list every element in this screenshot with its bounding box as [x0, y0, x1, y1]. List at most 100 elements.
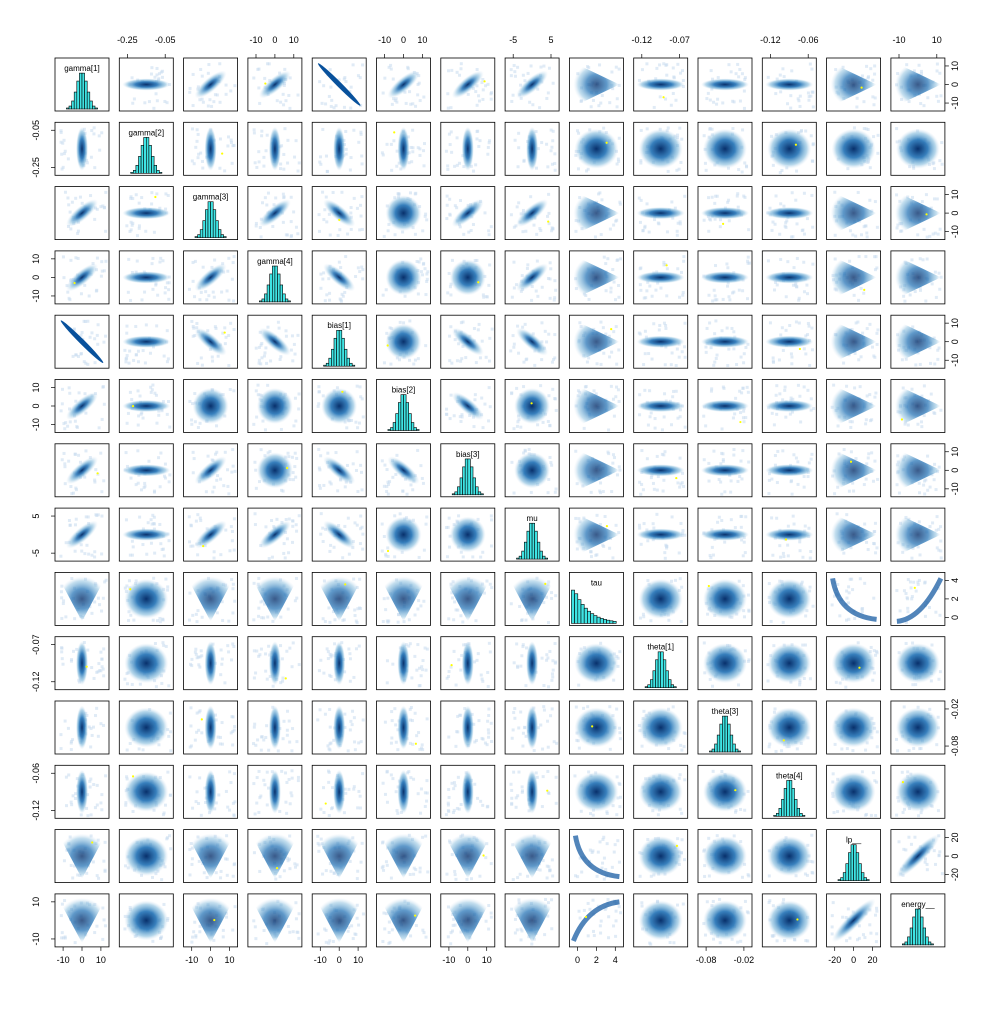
panel-frame — [569, 250, 624, 305]
panel-frame — [633, 764, 689, 819]
panel-frame — [826, 314, 881, 369]
panel-frame — [697, 764, 753, 819]
histogram-bar — [786, 780, 790, 817]
panel-frame — [247, 829, 303, 883]
panel-frame — [569, 764, 624, 819]
scatter-panel-bias-1-vs-gamma-3 — [183, 314, 239, 369]
tick-label: -10 — [314, 955, 327, 965]
histogram-panel-gamma-2: gamma[2] — [118, 121, 174, 176]
tick-label: -0.05 — [31, 120, 41, 141]
histogram-bar — [151, 156, 155, 174]
panel-frame — [633, 893, 689, 948]
panel-frame — [633, 57, 689, 112]
scatter-panel-bias-2-vs-theta-4 — [761, 379, 817, 433]
histogram-bar — [271, 265, 276, 303]
tick-label: -10 — [950, 354, 960, 367]
scatter-panel-theta-4-vs-bias-3 — [440, 764, 496, 819]
panel-frame — [633, 572, 689, 626]
scatter-panel-theta-4-vs-lp — [826, 764, 881, 819]
divergent-point — [202, 545, 205, 548]
divergent-point — [131, 404, 135, 408]
tick-label: 0 — [950, 339, 960, 344]
scatter-panel-lp-vs-tau — [569, 829, 624, 883]
divergent-point — [546, 789, 549, 792]
panel-frame — [697, 250, 753, 305]
panel-frame — [118, 829, 174, 883]
variable-label: gamma[1] — [64, 64, 100, 73]
scatter-panel-gamma-1-vs-lp — [826, 57, 881, 112]
tick-label: -5 — [509, 35, 517, 45]
divergent-point — [675, 844, 679, 847]
histogram-bar — [140, 145, 145, 174]
histogram-bar — [266, 284, 271, 303]
panel-frame — [890, 636, 946, 691]
histogram-bar — [459, 477, 463, 496]
tick-label: 10 — [353, 955, 363, 965]
histogram-bar — [791, 788, 795, 817]
histogram-bar — [665, 670, 669, 689]
scatter-panel-theta-3-vs-bias-1 — [311, 700, 367, 755]
divergent-point — [665, 264, 668, 267]
histogram-bar — [467, 458, 471, 496]
variable-label: bias[2] — [392, 386, 416, 395]
panel-frame — [890, 700, 946, 755]
panel-frame — [54, 507, 110, 562]
scatter-panel-theta-4-vs-mu — [504, 764, 560, 819]
panel-frame — [54, 121, 110, 176]
histogram-bar — [76, 80, 80, 110]
tick-label: 0 — [575, 955, 580, 965]
divergent-point — [849, 460, 853, 463]
histogram-bar — [344, 348, 348, 367]
divergent-point — [544, 582, 547, 585]
scatter-panel-theta-1-vs-mu — [504, 636, 560, 691]
panel-frame — [118, 314, 174, 369]
tick-label: -10 — [57, 955, 70, 965]
scatter-panel-lp-vs-gamma-1 — [54, 829, 110, 883]
panel-frame — [311, 700, 367, 755]
scatter-panel-gamma-3-vs-tau — [569, 186, 624, 241]
panel-frame — [569, 379, 624, 433]
scatter-panel-mu-vs-energy — [890, 507, 946, 562]
histogram-bar — [331, 348, 335, 367]
divergent-point — [605, 141, 608, 144]
panel-frame — [697, 636, 753, 691]
panel-frame — [376, 443, 431, 498]
panel-frame — [569, 121, 624, 176]
scatter-panel-gamma-3-vs-bias-1 — [311, 186, 367, 241]
panel-frame — [247, 636, 303, 691]
histogram-bar — [135, 164, 139, 174]
scatter-panel-mu-vs-theta-1 — [633, 507, 689, 562]
scatter-panel-mu-vs-theta-3 — [697, 507, 753, 562]
histogram-bar — [670, 684, 674, 688]
scatter-panel-lp-vs-energy — [890, 829, 946, 883]
scatter-panel-gamma-4-vs-bias-1 — [311, 250, 367, 305]
scatter-panel-bias-1-vs-bias-2 — [376, 314, 431, 369]
panel-frame — [761, 764, 817, 819]
scatter-panel-gamma-2-vs-bias-2 — [376, 121, 431, 176]
histogram-bar — [277, 273, 281, 303]
histogram-bar — [912, 916, 916, 946]
panel-frame — [118, 507, 174, 562]
scatter-panel-gamma-4-vs-theta-4 — [761, 250, 817, 305]
histogram-bar — [199, 229, 204, 238]
histogram-bar — [92, 105, 96, 110]
variable-label: bias[1] — [327, 321, 351, 330]
scatter-panel-bias-3-vs-gamma-3 — [183, 443, 239, 498]
scatter-panel-bias-2-vs-energy — [890, 379, 946, 433]
panel-frame — [311, 186, 367, 241]
scatter-panel-energy-vs-gamma-3 — [183, 893, 239, 948]
scatter-panel-gamma-1-vs-bias-3 — [440, 57, 496, 112]
histogram-bar — [521, 550, 525, 560]
panel-frame — [440, 379, 496, 433]
scatter-panel-tau-vs-mu — [504, 572, 560, 626]
panel-frame — [311, 443, 367, 498]
scatter-panel-theta-1-vs-bias-1 — [311, 636, 367, 691]
histogram-bar — [593, 615, 598, 624]
tick-label: 0 — [851, 955, 856, 965]
histogram-bar — [722, 715, 726, 753]
tick-label: 0 — [950, 211, 960, 216]
histogram-bar — [603, 619, 607, 624]
panel-frame — [183, 379, 239, 433]
scatter-panel-energy-vs-theta-1 — [633, 893, 689, 948]
scatter-panel-gamma-4-vs-energy — [890, 250, 946, 305]
